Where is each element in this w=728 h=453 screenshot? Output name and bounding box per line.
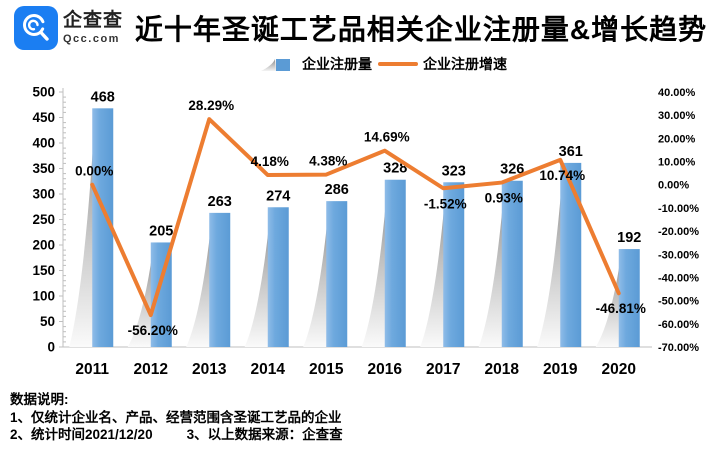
bar-shadow — [595, 250, 622, 347]
line-point-label: 14.69% — [364, 130, 410, 145]
combo-chart: 0 50 100 150 200 250 300 350 400 450 500 40.00% 30.0… — [32, 85, 699, 379]
bar-shadow — [478, 181, 505, 347]
x-axis-category-label: 2016 — [368, 361, 403, 378]
bar-shadow — [420, 183, 447, 347]
right-axis-tick-label: -10.00% — [658, 203, 699, 215]
left-axis-tick-label: 150 — [32, 263, 55, 278]
bar-value-label: 468 — [91, 89, 115, 105]
footnote-line2: 2、统计时间2021/12/20 3、以上数据来源：企查查 — [10, 426, 377, 444]
bar-value-label: 361 — [559, 144, 583, 160]
bar-2016[interactable] — [384, 179, 406, 347]
bar-shadow — [186, 213, 213, 347]
bar-shadow — [303, 202, 330, 347]
right-axis-tick-label: -60.00% — [658, 319, 699, 331]
x-axis-category-label: 2015 — [309, 361, 344, 378]
bar-2018[interactable] — [501, 180, 523, 347]
bar-shadow — [127, 243, 154, 347]
bar-2020[interactable] — [618, 249, 640, 347]
page-title: 近十年圣诞工艺品相关企业注册量&增长趋势 — [134, 14, 708, 45]
bar-shadow — [361, 180, 388, 347]
bar-2015[interactable] — [326, 201, 348, 347]
x-axis-category-label: 2019 — [543, 361, 578, 378]
left-axis-tick-label: 400 — [32, 136, 55, 151]
x-axis-category-label: 2020 — [602, 361, 636, 378]
right-axis-tick-label: -70.00% — [658, 342, 699, 354]
bar-value-label: 328 — [383, 161, 407, 177]
line-point-label: -1.52% — [424, 196, 467, 211]
bar-value-label: 192 — [617, 230, 641, 246]
left-axis-tick-label: 200 — [32, 238, 55, 253]
right-axis-tick-label: -20.00% — [658, 226, 699, 238]
line-point-label: 0.00% — [75, 164, 113, 179]
left-axis-tick-label: 450 — [32, 110, 55, 125]
bar-2019[interactable] — [560, 162, 582, 347]
line-point-label: 0.93% — [485, 191, 523, 206]
footnote-line1: 1、仅统计企业名、产品、经营范围含圣诞工艺品的企业 — [10, 409, 342, 425]
left-axis-tick-label: 350 — [32, 161, 55, 176]
line-point-label: 28.29% — [188, 98, 234, 113]
x-axis-category-label: 2011 — [75, 361, 109, 378]
right-axis-tick-label: 0.00% — [658, 180, 689, 192]
x-axis-category-label: 2013 — [192, 361, 227, 378]
line-point-label: 4.18% — [251, 154, 289, 169]
legend-item-line[interactable]: 企业注册增速 — [378, 54, 507, 74]
line-point-label: -56.20% — [128, 323, 178, 338]
growth-line[interactable] — [90, 117, 621, 318]
bar-value-label: 326 — [500, 162, 524, 178]
right-axis-tick-label: -50.00% — [658, 296, 699, 308]
legend-item-bar[interactable]: 企业注册量 — [261, 54, 372, 74]
magnifier-icon — [23, 14, 49, 41]
left-axis-tick-label: 100 — [32, 289, 55, 304]
right-axis-tick-label: 10.00% — [658, 157, 696, 169]
left-axis-tick-label: 500 — [32, 85, 55, 100]
footnote-line2b: 3、以上数据来源：企查查 — [186, 427, 343, 442]
legend-bar-label: 企业注册量 — [302, 56, 372, 72]
bar-value-label: 274 — [266, 188, 290, 204]
bar-value-label: 205 — [149, 223, 173, 239]
footnote-line2a: 2、统计时间2021/12/20 — [10, 427, 153, 442]
right-axis-tick-label: -30.00% — [658, 249, 699, 261]
bar-2014[interactable] — [267, 207, 289, 347]
footnote-heading: 数据说明: — [10, 392, 69, 407]
header: 企查查 Qcc.com 近十年圣诞工艺品相关企业注册量&增长趋势 — [0, 0, 728, 56]
left-axis-tick-label: 50 — [40, 314, 55, 329]
x-axis-category-label: 2018 — [485, 361, 520, 378]
left-axis-tick-label: 250 — [32, 212, 55, 227]
line-point-label: 10.74% — [539, 168, 585, 183]
x-axis-category-label: 2017 — [426, 361, 460, 378]
bar-value-label: 323 — [442, 163, 466, 179]
x-axis-category-label: 2012 — [134, 361, 168, 378]
bar-value-label: 263 — [208, 194, 232, 210]
right-axis-tick-label: -40.00% — [658, 272, 699, 284]
bar-value-label: 286 — [325, 182, 349, 198]
line-point-label: -46.81% — [596, 301, 646, 316]
brand-domain: Qcc.com — [63, 33, 120, 45]
right-axis-tick-label: 30.00% — [658, 110, 696, 122]
brand-name: 企查查 — [63, 10, 124, 31]
footnote: 数据说明: 1、仅统计企业名、产品、经营范围含圣诞工艺品的企业 2、统计时间20… — [10, 391, 377, 444]
bar-shadow — [244, 208, 271, 347]
right-axis-tick-label: 40.00% — [658, 87, 696, 99]
bar-shadow — [537, 163, 564, 347]
left-axis-tick-label: 0 — [47, 340, 55, 355]
bar-2017[interactable] — [443, 182, 465, 347]
bar-series-icon — [261, 59, 290, 71]
bar-shadow — [69, 109, 96, 347]
qcc-logo-icon — [14, 6, 58, 50]
bar-2011[interactable] — [92, 108, 114, 347]
legend-line-label: 企业注册增速 — [423, 56, 507, 72]
x-axis-category-label: 2014 — [251, 361, 286, 378]
chart-legend: 企业注册量 企业注册增速 — [0, 54, 728, 74]
bar-2013[interactable] — [209, 212, 231, 347]
line-point-label: 4.38% — [309, 154, 347, 169]
brand-logo[interactable]: 企查查 Qcc.com — [14, 6, 132, 50]
left-axis-tick-label: 300 — [32, 187, 55, 202]
line-series-icon — [378, 62, 418, 66]
right-axis-tick-label: 20.00% — [658, 133, 696, 145]
